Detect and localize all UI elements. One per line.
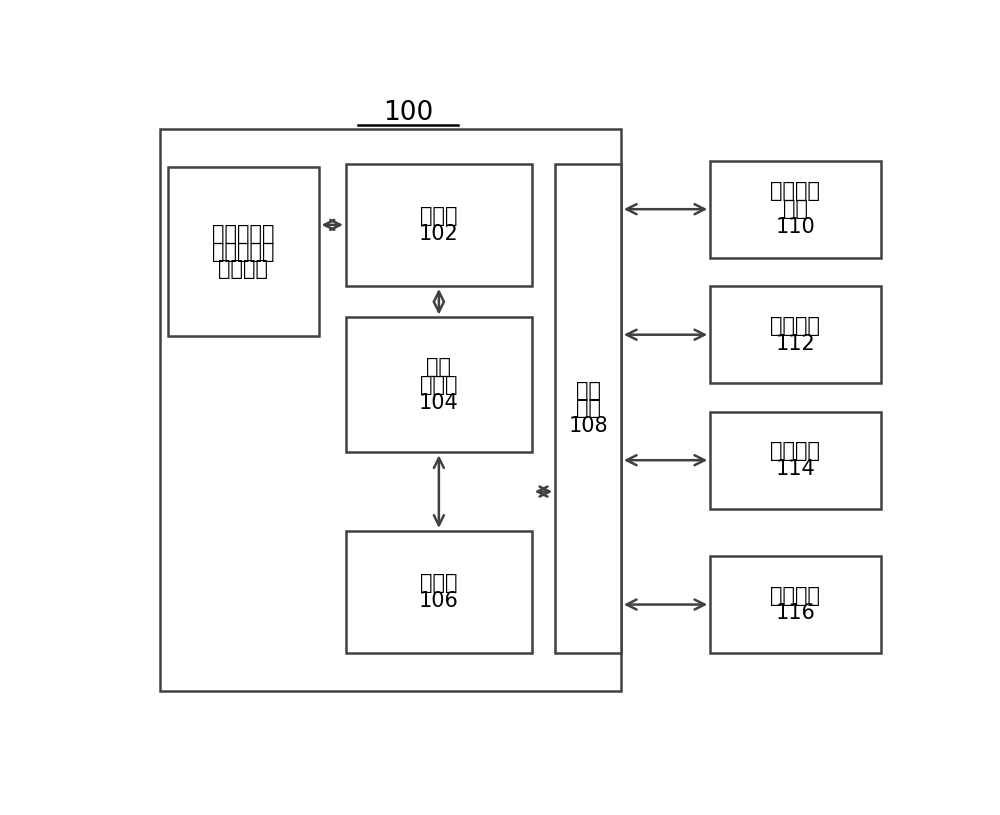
Text: 114: 114: [776, 459, 815, 479]
Text: 显示模块: 显示模块: [770, 441, 820, 461]
Text: 风光沼微能: 风光沼微能: [212, 223, 274, 244]
Text: 100: 100: [383, 100, 433, 126]
Text: 接口: 接口: [576, 399, 601, 418]
Bar: [555, 164, 621, 653]
Text: 管理装置: 管理装置: [218, 259, 268, 280]
Text: 106: 106: [419, 591, 459, 611]
Bar: [710, 556, 881, 653]
Bar: [710, 161, 881, 258]
Text: 源网的能量: 源网的能量: [212, 241, 274, 262]
Text: 102: 102: [419, 224, 459, 244]
Text: 存储: 存储: [426, 357, 451, 377]
Text: 116: 116: [775, 603, 815, 623]
Text: 存储器: 存储器: [420, 206, 458, 226]
Text: 110: 110: [776, 217, 815, 237]
Text: 输入输出: 输入输出: [770, 181, 820, 201]
Text: 音频模块: 音频模块: [770, 315, 820, 336]
Bar: [710, 412, 881, 509]
Text: 模块: 模块: [783, 199, 808, 219]
Text: 处理器: 处理器: [420, 573, 458, 593]
Text: 射频模块: 射频模块: [770, 586, 820, 606]
Bar: [346, 317, 532, 452]
Text: 外设: 外设: [576, 381, 601, 400]
Bar: [168, 167, 319, 337]
Text: 112: 112: [776, 333, 815, 354]
Bar: [710, 286, 881, 383]
Bar: [346, 531, 532, 653]
Text: 控制器: 控制器: [420, 375, 458, 395]
Bar: [160, 129, 621, 691]
Bar: [346, 164, 532, 286]
Text: 108: 108: [568, 416, 608, 436]
Text: 104: 104: [419, 393, 459, 413]
